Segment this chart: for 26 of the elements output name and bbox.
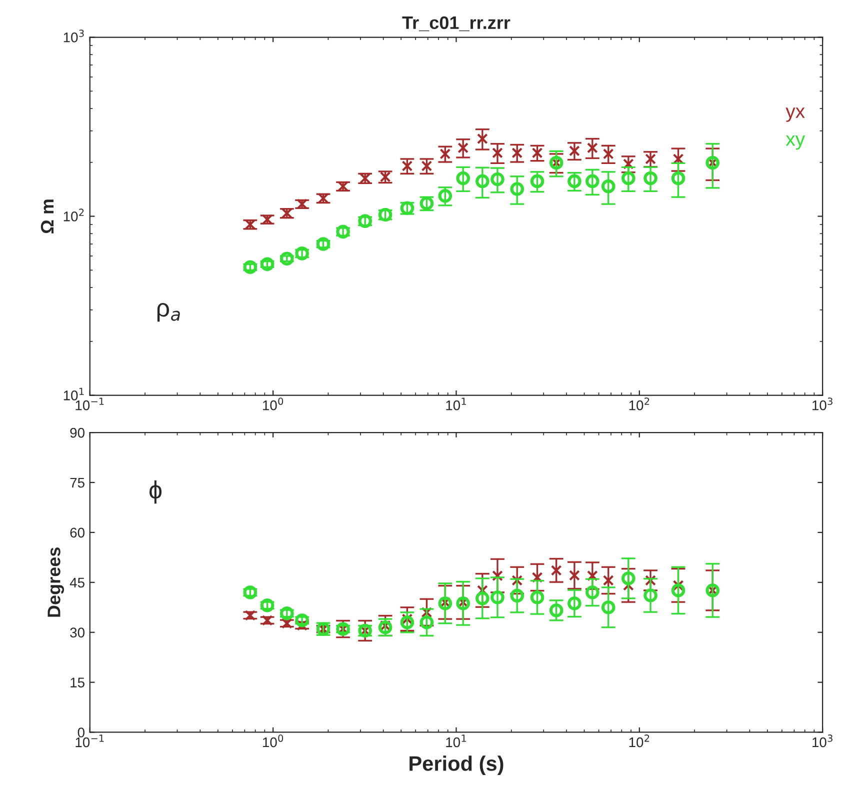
text: xy — [786, 135, 806, 150]
x-tick-label: 10$^{0}$ — [263, 398, 284, 410]
y-tick-label: 10$^{3}$ — [64, 30, 84, 42]
text: yx — [786, 108, 805, 122]
y-tick-label: 0 — [78, 728, 84, 738]
y-axis-title: Ω m — [40, 200, 54, 234]
x-tick-label: 10$^{0}$ — [263, 734, 284, 748]
y-tick-label: 15 — [70, 678, 84, 688]
x-tick-label: 10$^{3}$ — [812, 398, 832, 410]
y-axis-title: Degrees — [48, 548, 64, 617]
annotation: ρ$_{a}$ — [157, 303, 180, 322]
x-axis-title: Period (s) — [410, 756, 504, 776]
x-tick-label: 10$^{1}$ — [446, 734, 466, 748]
x-tick-label: 10$^{2}$ — [629, 734, 650, 748]
y-tick-label: 30 — [70, 628, 84, 638]
y-tick-label: 75 — [70, 478, 84, 488]
y-tick-label: 10$^{1}$ — [64, 388, 84, 400]
y-tick-label: 10$^{2}$ — [64, 208, 84, 222]
chart-title: Tr_c01_rr.zrr — [402, 16, 510, 32]
x-tick-label: 10$^{1}$ — [446, 398, 466, 410]
x-tick-label: 10$^{2}$ — [629, 398, 650, 410]
x-tick-label: 10$^{3}$ — [812, 734, 832, 748]
y-tick-label: 60 — [70, 528, 84, 538]
annotation: ϕ — [149, 480, 162, 504]
y-tick-label: 90 — [70, 428, 84, 438]
y-tick-label: 45 — [70, 578, 84, 588]
